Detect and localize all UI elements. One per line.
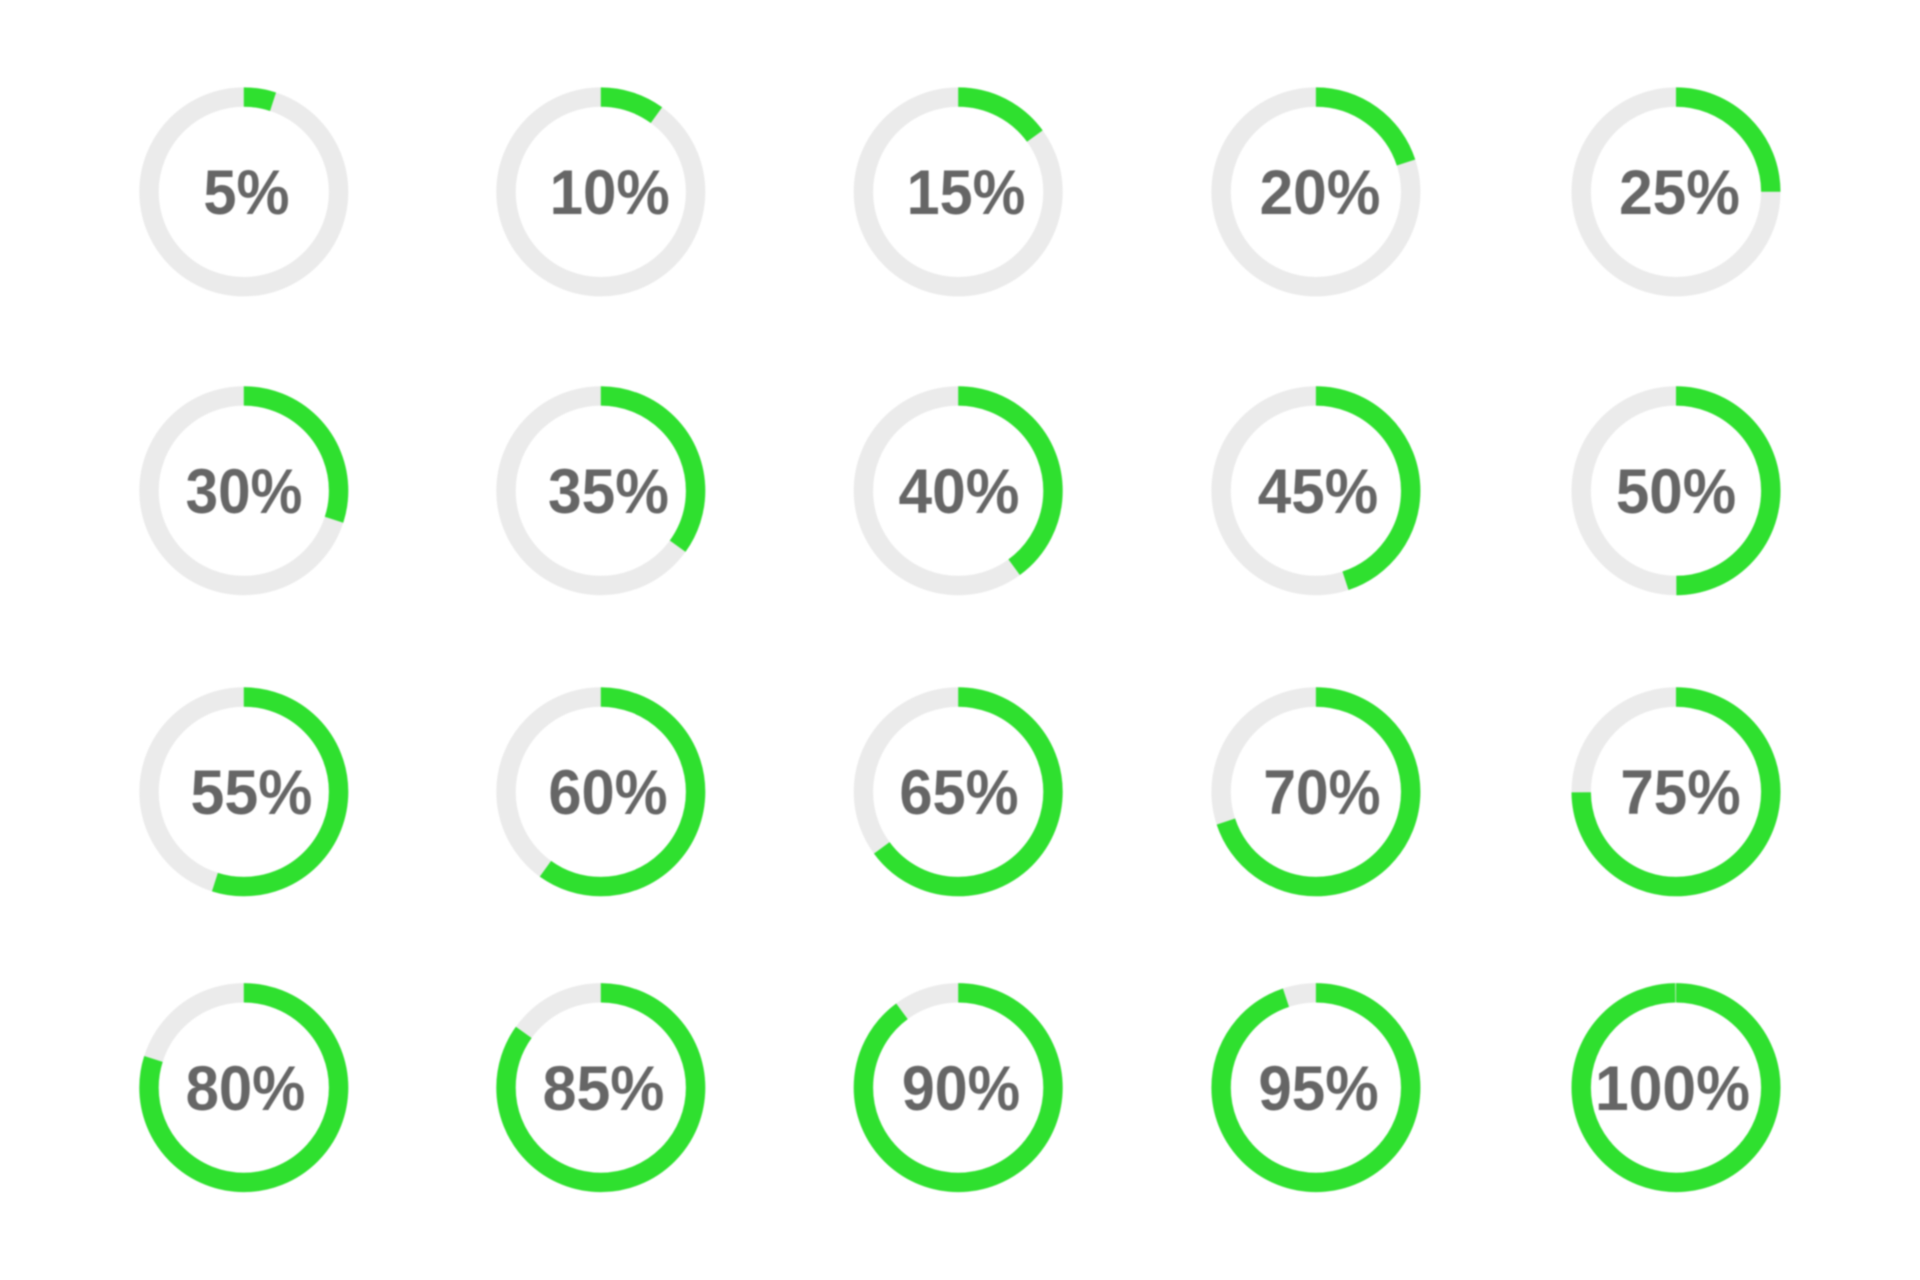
svg-text:20%: 20% xyxy=(1260,158,1381,228)
svg-text:45%: 45% xyxy=(1258,457,1378,527)
svg-text:65%: 65% xyxy=(899,758,1018,828)
svg-text:80%: 80% xyxy=(186,1054,306,1124)
svg-text:10%: 10% xyxy=(550,158,670,228)
svg-text:25%: 25% xyxy=(1619,158,1740,228)
svg-text:85%: 85% xyxy=(543,1054,665,1124)
svg-text:15%: 15% xyxy=(907,158,1026,228)
svg-text:30%: 30% xyxy=(186,457,303,527)
svg-text:40%: 40% xyxy=(899,457,1020,527)
svg-text:50%: 50% xyxy=(1616,457,1736,527)
svg-text:35%: 35% xyxy=(548,457,669,527)
svg-text:100%: 100% xyxy=(1595,1054,1750,1124)
svg-text:55%: 55% xyxy=(191,758,313,828)
svg-text:60%: 60% xyxy=(548,758,667,828)
svg-text:75%: 75% xyxy=(1620,758,1740,828)
svg-text:5%: 5% xyxy=(203,158,289,228)
svg-text:90%: 90% xyxy=(902,1054,1020,1124)
svg-text:70%: 70% xyxy=(1263,758,1380,828)
svg-text:95%: 95% xyxy=(1258,1054,1378,1124)
